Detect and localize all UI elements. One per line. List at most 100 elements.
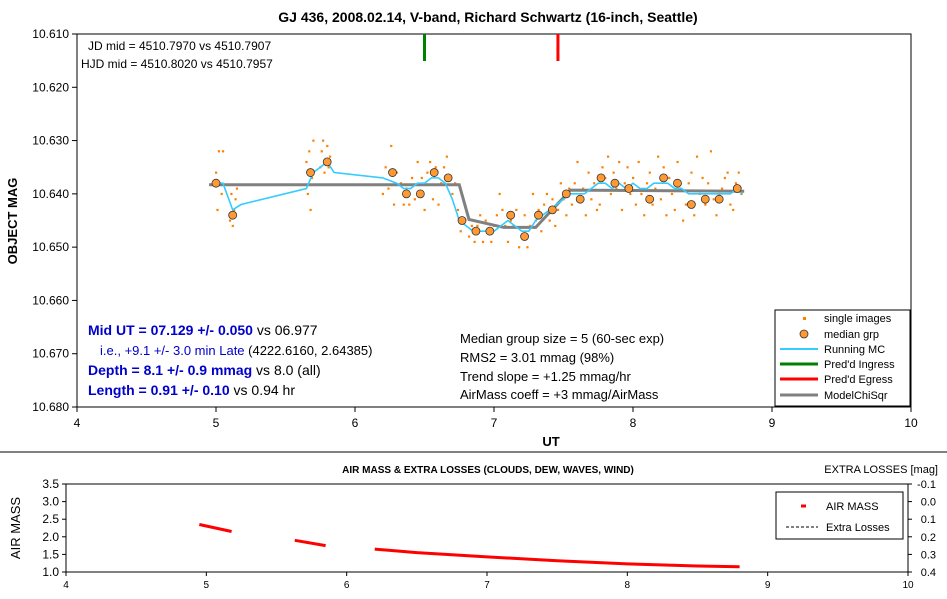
- bottom-legend-box: [775, 491, 904, 540]
- single-image-point: [548, 219, 551, 222]
- single-image-point: [537, 208, 540, 212]
- single-image-point: [712, 198, 715, 201]
- bottom-y-tick-label-1: 1.5: [42, 547, 59, 561]
- single-image-point: [584, 214, 587, 217]
- median-grp-point: [211, 178, 221, 188]
- single-image-point: [720, 187, 724, 190]
- stat-trend: Trend slope = +1.25 mmag/hr: [460, 369, 631, 384]
- single-image-point: [456, 208, 460, 212]
- mid-ut-vs: vs 06.977: [253, 322, 318, 338]
- single-image-point: [408, 203, 411, 206]
- late-text: i.e., +9.1 +/- 3.0 min Late (4222.6160, …: [100, 343, 372, 358]
- single-image-point: [217, 150, 220, 153]
- x-tick-label-6: 10: [904, 416, 918, 430]
- single-image-point: [651, 203, 654, 206]
- single-image-point: [576, 160, 579, 164]
- single-image-point: [568, 187, 571, 190]
- bottom-legend: AIR MASS Extra Losses: [775, 491, 904, 540]
- single-image-point: [481, 240, 485, 244]
- single-image-point: [620, 208, 624, 212]
- single-image-point: [609, 192, 612, 196]
- single-image-point: [326, 144, 329, 148]
- single-image-point: [305, 160, 308, 164]
- y-tick-label-6: 10.670: [32, 347, 69, 361]
- single-image-point: [515, 208, 518, 212]
- single-image-point: [310, 176, 314, 180]
- single-image-point: [626, 166, 629, 169]
- single-image-point: [308, 150, 311, 153]
- median-grp-point: [561, 189, 571, 199]
- depth-vs: vs 8.0 (all): [252, 362, 320, 378]
- length-vs: vs 0.94 hr: [230, 382, 296, 398]
- single-image-point: [640, 192, 643, 196]
- single-image-point: [506, 240, 510, 244]
- single-image-point: [221, 150, 225, 153]
- single-image-point: [402, 203, 405, 206]
- median-grp-point: [306, 168, 315, 177]
- single-image-point: [648, 171, 651, 174]
- single-image-point: [587, 171, 590, 174]
- single-image-point: [551, 198, 554, 201]
- single-image-point: [216, 208, 219, 212]
- single-image-point: [645, 182, 649, 185]
- median-grp-point: [443, 173, 453, 183]
- single-image-point: [476, 224, 479, 228]
- single-image-point: [612, 171, 615, 174]
- single-image-point: [615, 187, 618, 190]
- single-image-point: [429, 160, 432, 164]
- single-image-point: [637, 160, 640, 164]
- single-image-point: [215, 171, 218, 174]
- bottom-x-tick-label-6: 10: [902, 580, 914, 591]
- late-value: i.e., +9.1 +/- 3.0 min Late: [100, 343, 245, 358]
- single-image-point: [682, 219, 685, 222]
- median-grp-point: [575, 194, 585, 204]
- bottom-legend-label-extra: Extra Losses: [826, 522, 890, 534]
- y-axis-ticks: 10.610 10.620 10.630 10.640 10.650 10.660 10.6…: [32, 27, 77, 414]
- legend-label-ingress: Pred'd Ingress: [824, 359, 895, 371]
- single-image-point: [479, 214, 482, 217]
- median-grp-point: [700, 194, 710, 204]
- single-image-point: [392, 203, 396, 206]
- y-tick-label-3: 10.640: [32, 187, 69, 201]
- plot-area: [76, 33, 912, 408]
- x-tick-label-3: 7: [491, 416, 498, 430]
- single-image-point: [327, 166, 330, 169]
- single-image-point: [593, 182, 596, 185]
- single-image-point: [732, 208, 735, 212]
- bottom-x-tick-label-3: 7: [484, 580, 490, 591]
- single-image-point: [595, 208, 599, 212]
- single-image-point: [676, 160, 679, 164]
- legend-swatch-single-images: [803, 317, 806, 320]
- single-image-point: [737, 171, 740, 174]
- late-extra: (4222.6160, 2.64385): [245, 343, 373, 358]
- air-mass-segment-1: [294, 538, 326, 548]
- legend-label-model: ModelChiSqr: [824, 390, 888, 402]
- single-image-point: [715, 214, 718, 217]
- y-tick-label-7: 10.680: [32, 400, 69, 414]
- bottom-x-tick-label-0: 4: [63, 580, 69, 591]
- single-image-point: [312, 139, 315, 142]
- single-image-point: [320, 150, 323, 153]
- single-image-point: [381, 192, 384, 196]
- bottom-y-tick-label-0: 1.0: [42, 565, 59, 579]
- single-image-point: [545, 192, 549, 196]
- median-grp-point: [471, 226, 481, 236]
- single-image-point: [423, 208, 426, 212]
- single-image-point: [509, 219, 512, 222]
- hjd-mid-text: HJD mid = 4510.8020 vs 4510.7957: [81, 57, 273, 71]
- single-image-point: [231, 224, 234, 228]
- single-image-point: [526, 246, 529, 249]
- median-grp-point: [388, 168, 397, 177]
- single-image-point: [518, 246, 521, 249]
- y-axis-label: OBJECT MAG: [5, 178, 20, 265]
- single-image-point: [629, 192, 632, 196]
- median-grp-point: [402, 189, 411, 199]
- single-image-point: [581, 187, 585, 190]
- single-image-point: [740, 192, 743, 196]
- single-image-point: [632, 176, 635, 180]
- jd-mid-text: JD mid = 4510.7970 vs 4510.7907: [88, 39, 271, 53]
- single-image-point: [322, 139, 325, 142]
- single-image-point: [701, 176, 704, 180]
- single-image-point: [228, 219, 232, 222]
- median-grp-point: [732, 184, 742, 193]
